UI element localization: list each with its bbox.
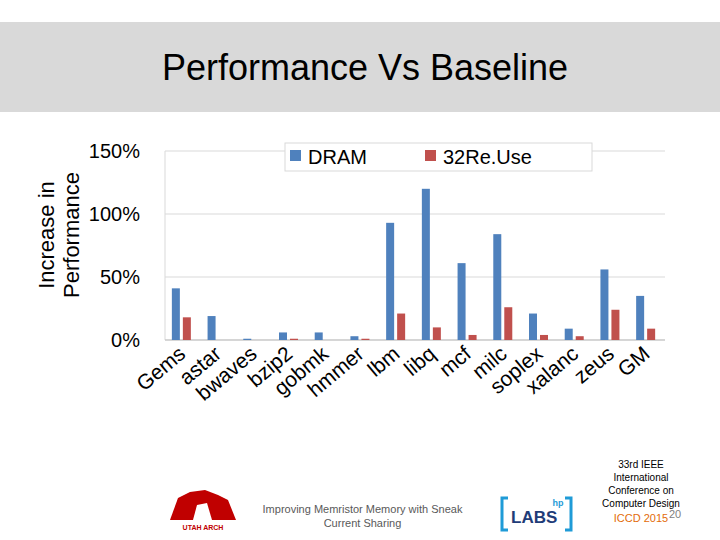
tick-label: 150% (89, 140, 140, 162)
x-axis (165, 340, 665, 341)
legend-label: DRAM (308, 146, 367, 168)
bar (647, 329, 655, 340)
category-label: lbm (363, 341, 404, 380)
category-label: hmmer (303, 341, 368, 401)
bar (469, 335, 477, 340)
labs-bracket (565, 498, 571, 530)
utah-logo-shape (170, 490, 236, 520)
legend-box (285, 143, 592, 171)
bar (350, 336, 358, 340)
footer-conference: 33rd IEEE International Conference on Co… (598, 458, 684, 510)
category-label: GM (613, 341, 654, 380)
legend-swatch (290, 150, 301, 161)
bar (315, 332, 323, 340)
y-axis (165, 151, 166, 340)
header-band (0, 22, 720, 112)
category-label: zeus (569, 341, 618, 387)
right-logo-mark: hp (553, 498, 564, 508)
bars (172, 189, 655, 340)
bar (290, 339, 298, 340)
right-logo-text: LABS (511, 508, 557, 527)
footer-caption: Improving Memristor Memory with Sneak Cu… (255, 502, 470, 530)
bar (636, 296, 644, 340)
bar (540, 335, 548, 340)
labs-bracket (502, 498, 508, 530)
tick-label: 0% (111, 329, 140, 351)
y-axis-label: Increase inPerformance (34, 172, 84, 298)
bar (326, 340, 334, 341)
category-label: libq (400, 341, 440, 380)
bar (183, 317, 191, 340)
bar (458, 263, 466, 340)
utah-logo-arch (193, 503, 212, 520)
slide: Performance Vs Baseline 0% 50% 100% 150%Incr… (0, 0, 720, 540)
title: Performance Vs Baseline (162, 47, 568, 88)
legend-label: 32Re.Use (443, 146, 532, 168)
bar (529, 314, 537, 340)
chart: Performance Vs Baseline 0% 50% 100% 150%Incr… (0, 0, 720, 540)
bar (361, 339, 369, 340)
bar (219, 340, 227, 341)
bar (279, 332, 287, 340)
bar (208, 316, 216, 340)
bar (433, 327, 441, 340)
bar (611, 310, 619, 340)
bar (172, 288, 180, 340)
bar (397, 314, 405, 340)
page-number: 20 (665, 508, 685, 520)
tick-label: 100% (89, 203, 140, 225)
bar (243, 339, 251, 340)
grid-line (165, 340, 665, 341)
grid-line (165, 277, 665, 278)
bar (600, 269, 608, 340)
grid-line (165, 214, 665, 215)
bar (576, 336, 584, 340)
bar (422, 189, 430, 340)
bar (493, 234, 501, 340)
bar (386, 223, 394, 340)
category-label: mcf (434, 341, 475, 380)
bar (504, 307, 512, 340)
legend-swatch (425, 150, 436, 161)
left-logo-text: UTAH ARCH (183, 524, 224, 531)
bar (565, 329, 573, 340)
tick-label: 50% (100, 266, 140, 288)
bar (254, 340, 262, 341)
